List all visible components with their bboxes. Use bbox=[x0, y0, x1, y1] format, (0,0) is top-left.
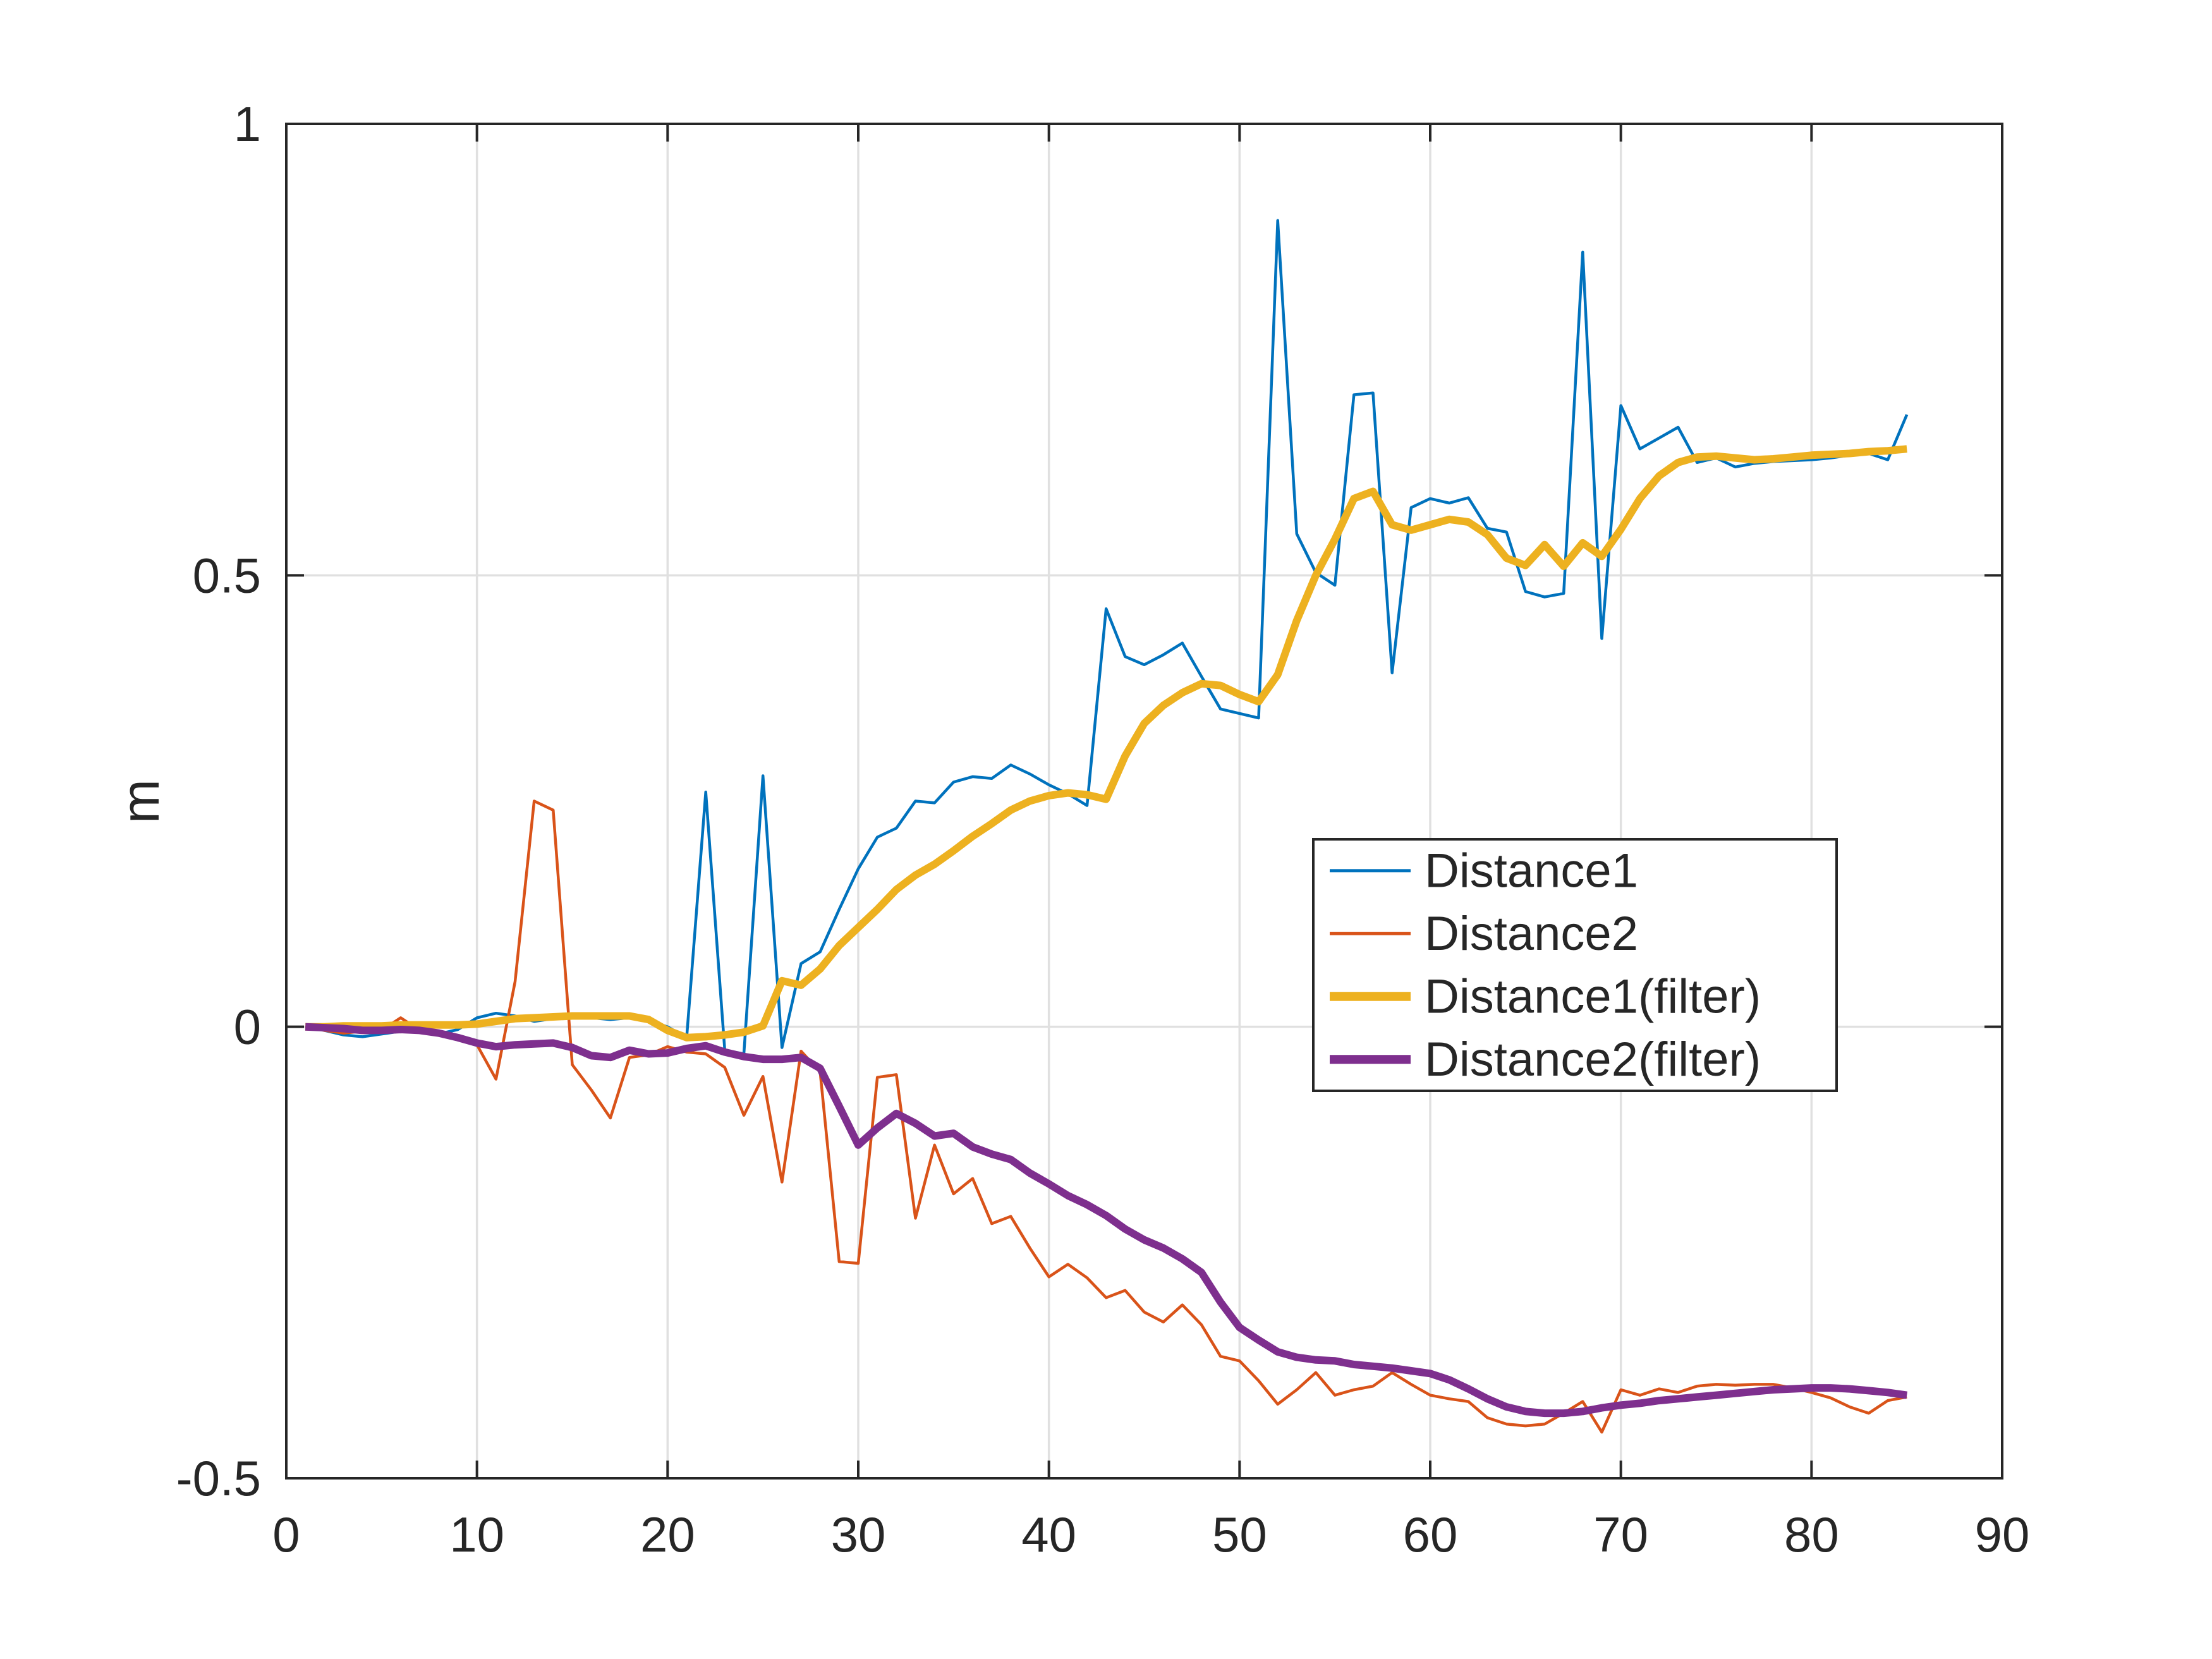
legend-label-3: Distance2(filter) bbox=[1425, 1033, 1761, 1086]
y-axis-label: m bbox=[111, 779, 170, 823]
x-tick-label-30: 30 bbox=[831, 1507, 886, 1562]
y-tick-label-0: 0 bbox=[234, 999, 261, 1055]
x-tick-label-10: 10 bbox=[449, 1507, 504, 1562]
x-tick-label-0: 0 bbox=[272, 1507, 300, 1562]
x-tick-label-70: 70 bbox=[1593, 1507, 1648, 1562]
axis-ticks bbox=[285, 123, 2003, 1480]
x-tick-label-50: 50 bbox=[1212, 1507, 1267, 1562]
legend-box bbox=[1312, 838, 1838, 1092]
x-tick-label-20: 20 bbox=[640, 1507, 695, 1562]
axis-tick-labels: 0 10 20 30 40 50 60 70 80 90-0.500.51 bbox=[176, 96, 2030, 1562]
legend-label-1: Distance2 bbox=[1425, 907, 1638, 961]
series-line-distance2-filter- bbox=[305, 1023, 1908, 1418]
legend-label-2: Distance1(filter) bbox=[1425, 969, 1761, 1023]
data-series bbox=[305, 219, 1909, 1434]
x-tick-label-60: 60 bbox=[1403, 1507, 1458, 1562]
series-line-distance2 bbox=[305, 799, 1907, 1434]
x-tick-label-90: 90 bbox=[1975, 1507, 2030, 1562]
y-tick-label-1: 1 bbox=[234, 96, 261, 152]
y-tick-label--0.5: -0.5 bbox=[176, 1450, 261, 1506]
legend-label-0: Distance1 bbox=[1425, 844, 1638, 897]
y-tick-label-0.5: 0.5 bbox=[193, 547, 261, 603]
axes-box-border bbox=[285, 123, 2003, 1480]
series-line-distance1-filter- bbox=[305, 445, 1907, 1042]
x-tick-label-80: 80 bbox=[1784, 1507, 1839, 1562]
legend: Distance1 Distance2 Distance1(filter) Dista… bbox=[1312, 838, 1838, 1092]
x-tick-label-40: 40 bbox=[1021, 1507, 1076, 1562]
